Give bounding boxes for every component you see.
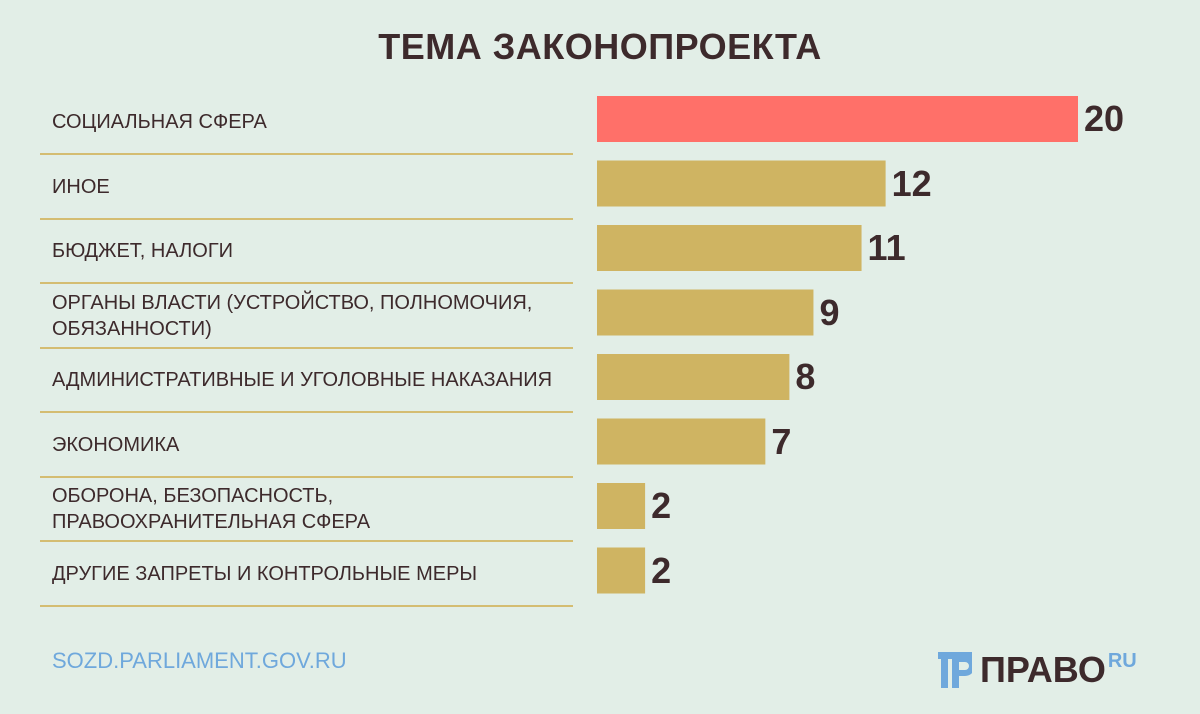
logo: ПРАВО RU	[938, 648, 1137, 694]
category-label-3: ОРГАНЫ ВЛАСТИ (УСТРОЙСТВО, ПОЛНОМОЧИЯ, О…	[52, 291, 533, 340]
value-label-2: 11	[867, 227, 906, 268]
row-divider-3	[40, 346, 573, 349]
value-label-4: 8	[795, 356, 816, 397]
row-divider-4	[40, 411, 573, 413]
value-label-3: 9	[819, 291, 840, 333]
bar-1	[597, 160, 886, 207]
value-label-6: 2	[651, 485, 672, 526]
pravo-logo-icon	[938, 652, 972, 688]
value-label-7: 2	[651, 549, 672, 591]
category-label-7: ДРУГИЕ ЗАПРЕТЫ И КОНТРОЛЬНЫЕ МЕРЫ	[52, 562, 478, 585]
logo-suffix: RU	[1107, 650, 1137, 672]
category-label-1: ИНОЕ	[52, 175, 110, 198]
source-label[interactable]: SOZD.PARLIAMENT.GOV.RU	[52, 648, 347, 673]
category-label-0: СОЦИАЛЬНАЯ СФЕРА	[52, 111, 267, 133]
category-label-5: ЭКОНОМИКА	[52, 433, 180, 456]
bar-4	[597, 354, 790, 400]
value-label-1: 12	[891, 162, 932, 204]
chart-title: ТЕМА ЗАКОНОПРОЕКТА	[378, 26, 822, 67]
logo-text: ПРАВО	[980, 649, 1106, 690]
category-label-6: ОБОРОНА, БЕЗОПАСНОСТЬ, ПРАВООХРАНИТЕЛЬНА…	[52, 485, 371, 533]
bar-7	[597, 547, 646, 594]
row-divider-6	[40, 540, 573, 542]
value-label-0: 20	[1084, 98, 1125, 139]
bar-0	[597, 96, 1078, 142]
bar-2	[597, 225, 862, 271]
bar-5	[597, 418, 766, 465]
category-label-2: БЮДЖЕТ, НАЛОГИ	[52, 240, 234, 262]
row-divider-0	[40, 153, 573, 155]
value-label-5: 7	[771, 420, 792, 462]
row-divider-5	[40, 475, 573, 478]
bar-3	[597, 289, 814, 336]
category-label-4: АДМИНИСТРАТИВНЫЕ И УГОЛОВНЫЕ НАКАЗАНИЯ	[52, 369, 553, 391]
bar-6	[597, 483, 646, 529]
row-divider-2	[40, 282, 573, 284]
row-divider-7	[40, 604, 573, 607]
row-divider-1	[40, 217, 573, 220]
